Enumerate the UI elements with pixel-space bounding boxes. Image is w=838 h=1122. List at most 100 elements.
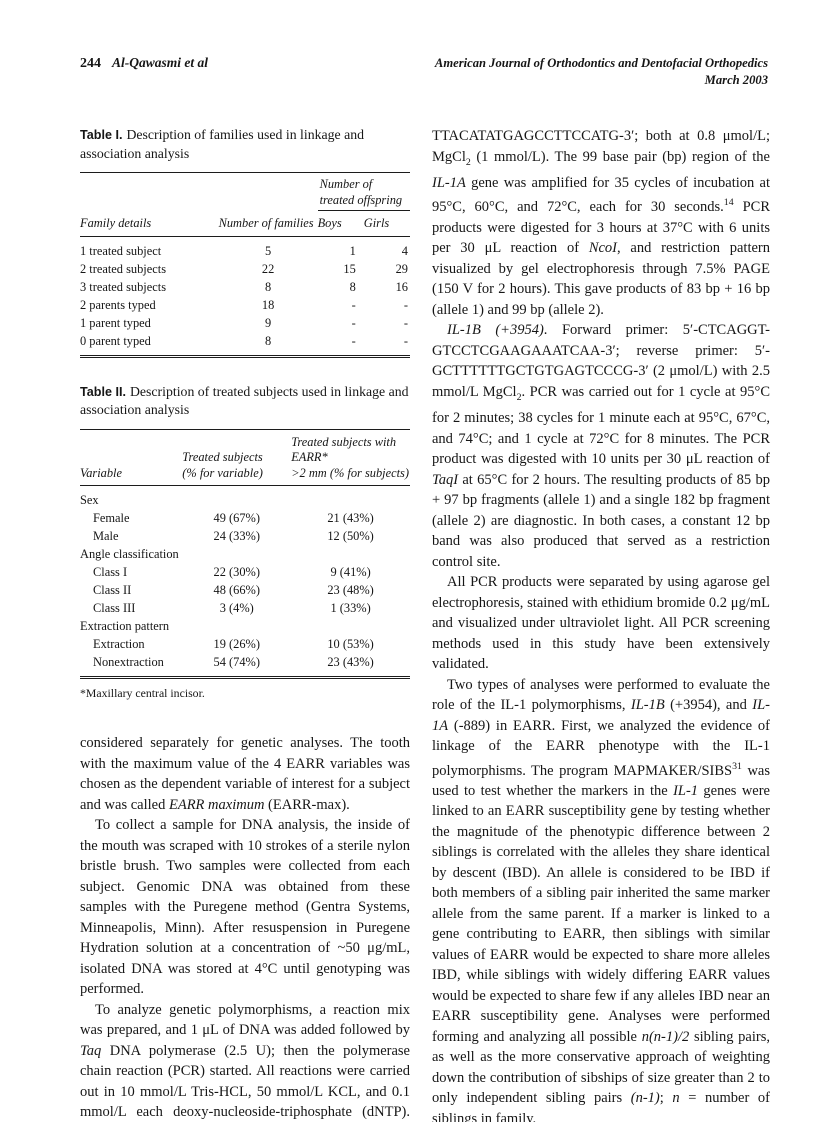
table-cell: 1 (33%) [330,601,371,615]
table-cell: 8 [264,279,272,294]
table-cell: 8 [264,333,272,348]
text-segment: IL-1 [673,782,699,799]
table-2-header-row: Variable Treated subjects (% for variabl… [80,429,410,486]
table-cell: - [403,297,408,312]
table-row: 3 treated subjects 8 8 16 [80,278,410,296]
table-1-head: Number of treated offspring Family detai… [80,172,410,237]
column-header: Treated subjects with EARR* >2 mm (% for… [291,429,410,486]
paragraph: To analyze genetic polymorphisms, a reac… [80,1001,410,1121]
table-cell: 9 [264,315,272,330]
text-segment: 14 [723,197,734,209]
spanner-empty-cell [80,173,318,211]
paragraph: IL-1B (+3954). Forward primer: 5′-CTCAGG… [432,322,770,570]
right-column-text: TTACATATGAGCCTTCCATG-3′; both at 0.8 μmo… [432,126,770,1122]
column-header: Variable [80,429,183,486]
table-cell: 24 (33%) [213,529,260,543]
right-column: TTACATATGAGCCTTCCATG-3′; both at 0.8 μmo… [432,126,770,1122]
table-cell [291,545,410,563]
tables-section: Table I. Description of families used in … [80,126,410,701]
table-cell: 22 [261,261,275,276]
table-cell: Class III [93,601,136,615]
paragraph: Two types of analyses were performed to … [432,676,770,1122]
table1-body: 1 treated subject 5 1 4 2 treated subjects 22… [80,236,410,356]
table-cell: Class I [93,565,128,579]
table-row: 2 treated subjects 22 15 29 [80,260,410,278]
table-cell: 23 (48%) [327,583,374,597]
table-cell: 10 (53%) [327,637,374,651]
table-cell: 22 (30%) [213,565,260,579]
table-row: 0 parent typed 8 - - [80,332,410,357]
table-cell: Angle classification [80,547,179,561]
text-segment: 2 [465,156,471,168]
text-segment: n [672,1090,680,1107]
table-cell: 19 (26%) [213,637,260,651]
column-header: Family details [80,210,219,237]
table-cell: 16 [395,279,408,294]
page-number: 244 [80,56,101,71]
table-row: Sex [80,486,410,510]
column-header: Treated subjects (% for variable) [182,429,292,486]
paragraph: All PCR products were separated by using… [432,574,770,673]
table-cell: 1 parent typed [80,315,151,330]
table-cell: - [351,333,356,348]
left-column: Table I. Description of families used in … [80,126,410,1122]
table-row: Female 49 (67%) 21 (43%) [80,509,410,527]
table-row: 2 parents typed 18 - - [80,296,410,314]
table-row: Class III 3 (4%) 1 (33%) [80,599,410,617]
table-cell: Sex [80,493,99,507]
table-cell: 3 treated subjects [80,279,167,294]
table-cell: 8 [349,279,356,294]
table-cell [182,545,291,563]
table-cell: 54 (74%) [213,655,260,669]
text-segment: Taq [80,1042,102,1059]
table-row: Class II 48 (66%) 23 (48%) [80,581,410,599]
table-cell: 48 (66%) [213,583,260,597]
table-cell: Male [93,529,119,543]
table-1-caption: Table I. Description of families used in … [80,126,410,163]
table-cell: 3 (4%) [219,601,254,615]
table-cell: 18 [261,297,275,312]
table-cell: 49 (67%) [213,511,260,525]
table-cell: - [403,333,408,348]
table-2-label: Table II. [80,384,126,399]
running-head-right: American Journal of Orthodontics and Den… [435,55,768,88]
table-cell [291,486,410,510]
paragraph: TTACATATGAGCCTTCCATG-3′; both at 0.8 μmo… [432,128,770,318]
table-row: Nonextraction 54 (74%) 23 (43%) [80,653,410,678]
table-cell: 1 [349,243,356,258]
table-cell: Extraction [93,637,145,651]
table-2-head: Variable Treated subjects (% for variabl… [80,429,410,486]
text-segment: TaqI [432,471,459,488]
paragraph: To collect a sample for DNA analysis, th… [80,817,410,997]
table-row: Class I 22 (30%) 9 (41%) [80,563,410,581]
text-segment: IL-1A [432,697,770,734]
text-segment: 2 [516,391,522,403]
table-cell: Nonextraction [93,655,164,669]
table-cell: 23 (43%) [327,655,374,669]
table-cell: Female [93,511,130,525]
column-header: Girls [363,210,410,237]
table-cell: 0 parent typed [80,333,151,348]
text-segment: n(n-1)/2 [641,1028,690,1045]
table-1-spanner-row: Number of treated offspring [80,172,410,211]
table-row: 1 treated subject 5 1 4 [80,236,410,260]
journal-issue: March 2003 [704,72,768,87]
table-cell: 2 treated subjects [80,261,167,276]
table-cell: Extraction pattern [80,619,170,633]
table-cell: 21 (43%) [327,511,374,525]
table-cell [182,486,291,510]
table-1-label: Table I. [80,128,123,142]
table-cell: 1 treated subject [80,243,162,258]
table-cell: 2 parents typed [80,297,156,312]
table-row: 1 parent typed 9 - - [80,314,410,332]
table-1: Number of treated offspring Family detai… [80,172,410,358]
running-head-authors: Al-Qawasmi et al [112,55,209,70]
table-1-header-row: Family details Number of families Boys G… [80,210,410,237]
text-segment: EARR maximum [168,796,265,813]
paragraph: considered separately for genetic analys… [80,735,410,813]
journal-title: American Journal of Orthodontics and Den… [434,56,768,70]
table-row: Angle classification [80,545,410,563]
table-cell: 12 (50%) [327,529,374,543]
left-column-text: considered separately for genetic analys… [80,733,410,1122]
